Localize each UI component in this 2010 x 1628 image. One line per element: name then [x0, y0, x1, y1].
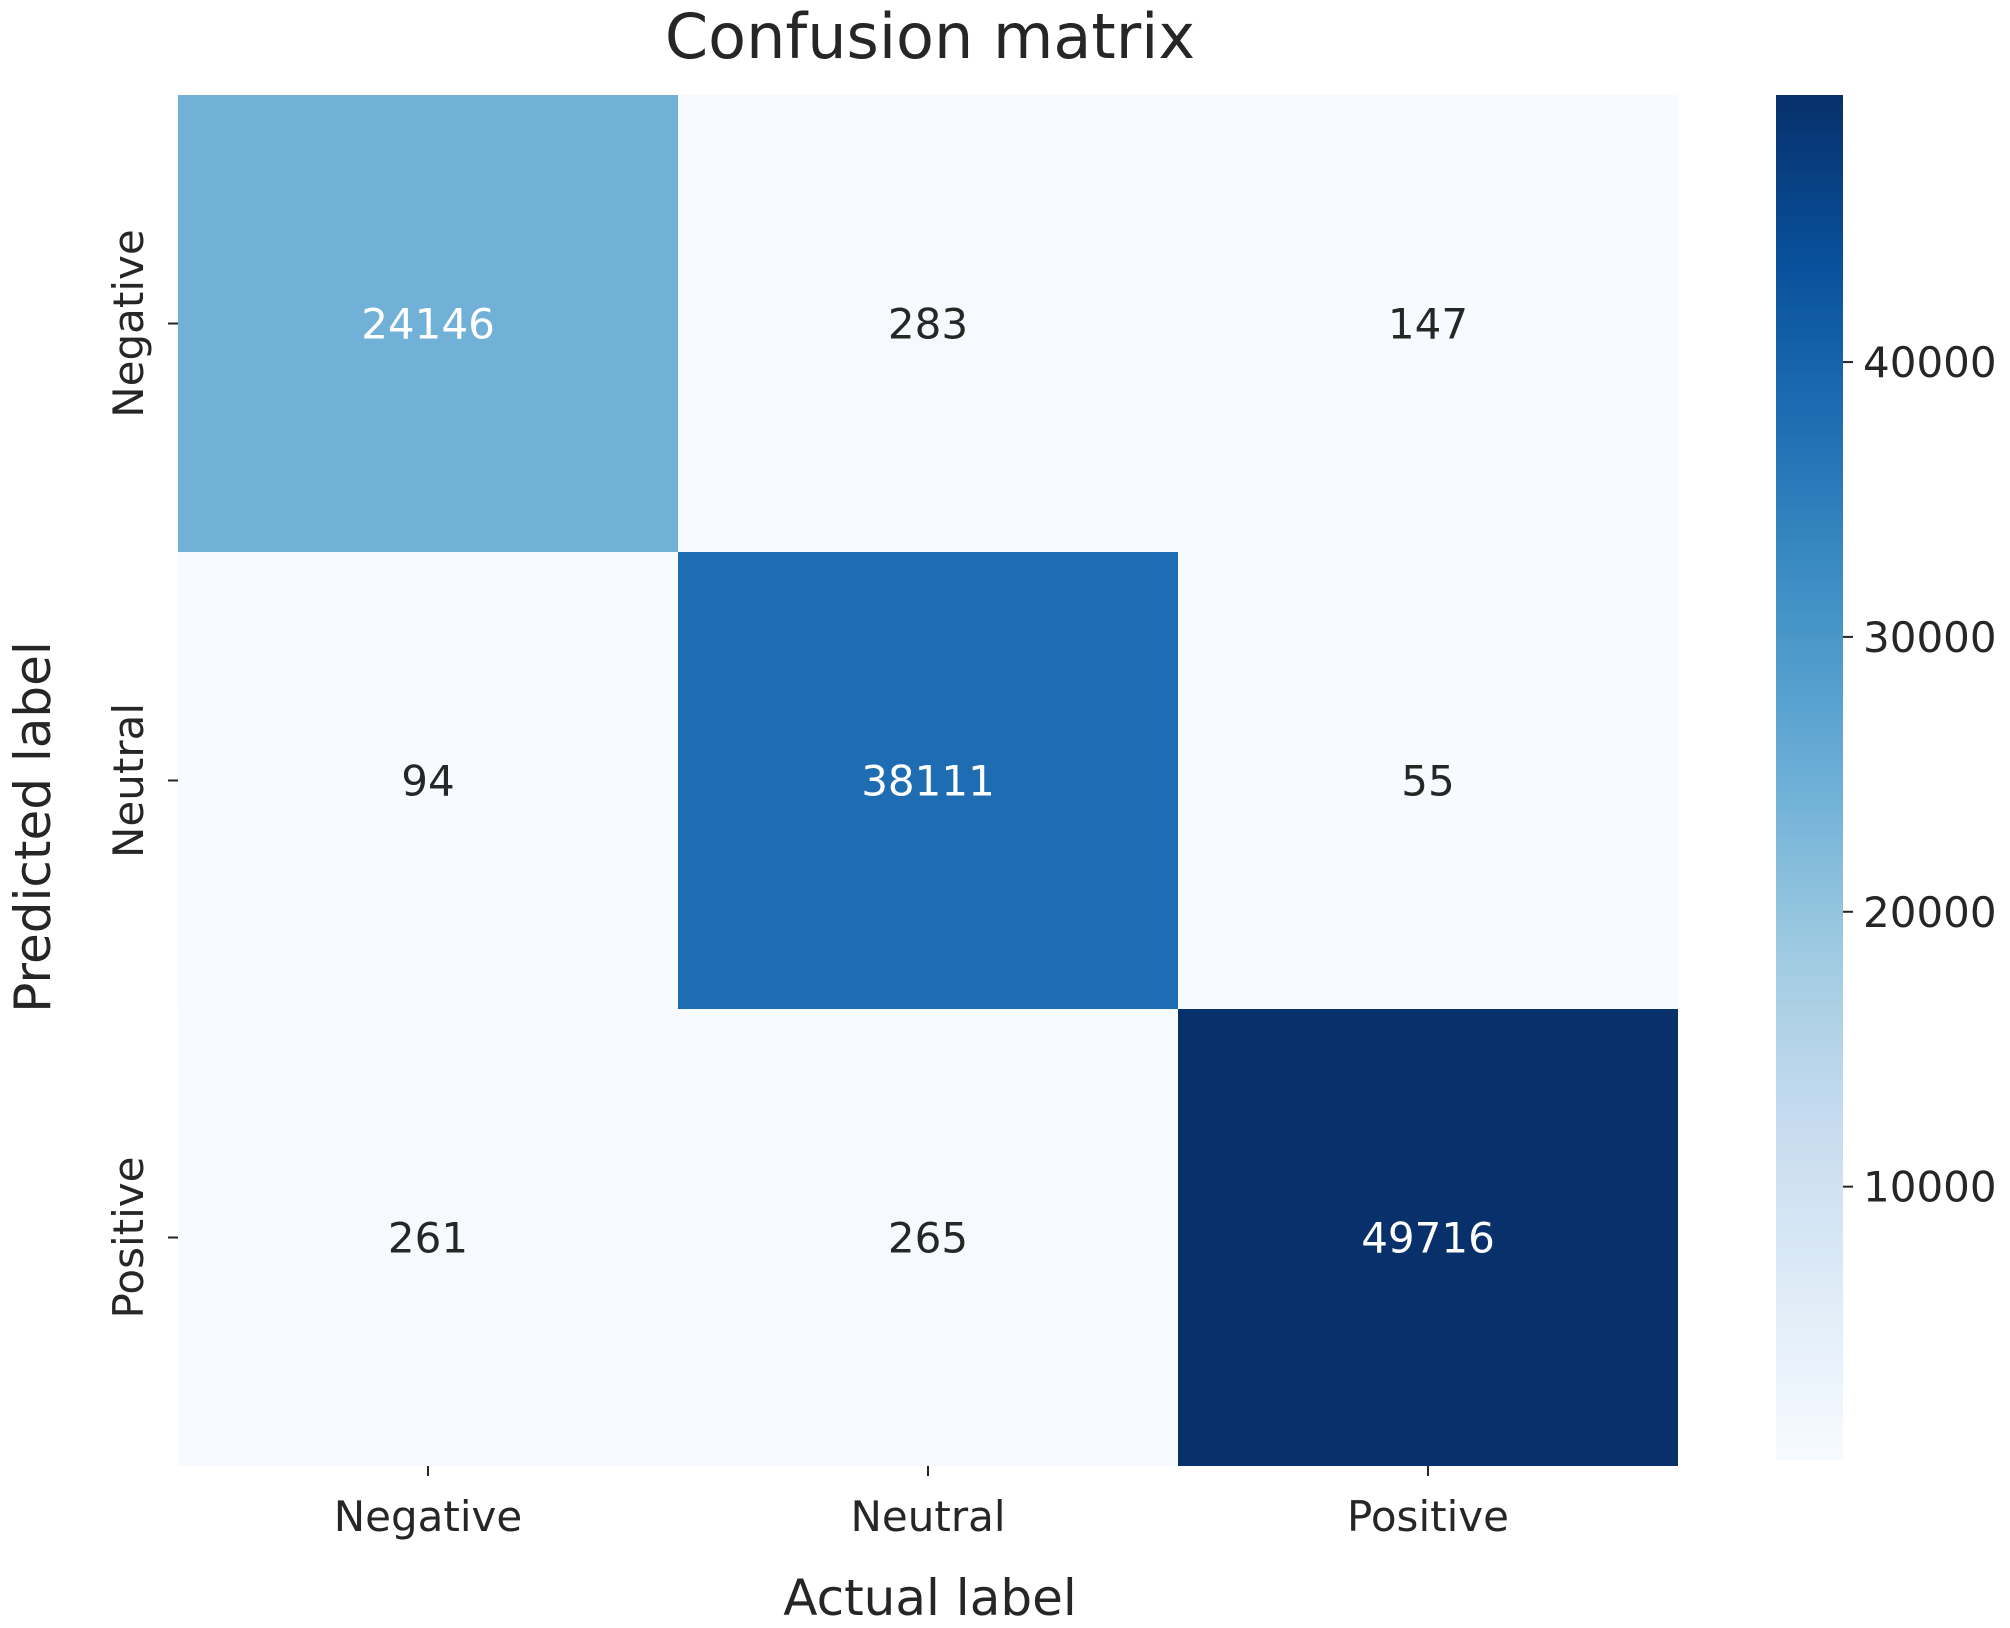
heatmap-cell-positive-negative: [178, 1009, 678, 1466]
cell-value-label: 265: [888, 1214, 968, 1263]
x-tick-label-positive: Positive: [1347, 1492, 1509, 1541]
heatmap-cell-neutral-neutral: [678, 552, 1178, 1009]
y-axis: Negative Neutral Positive: [104, 229, 178, 1318]
heatmap-cell-neutral-negative: [178, 552, 678, 1009]
cell-value-label: 55: [1401, 757, 1454, 806]
colorbar: [1776, 95, 1843, 1460]
y-axis-label: Predicted label: [4, 641, 62, 1013]
cell-value-label: 261: [388, 1214, 468, 1263]
heatmap-cells: [178, 95, 1678, 1466]
colorbar-tick-label: 40000: [1863, 338, 1997, 387]
x-axis: Negative Neutral Positive: [334, 1466, 1509, 1541]
cell-value-label: 24146: [361, 300, 495, 349]
colorbar-tick-label: 30000: [1863, 613, 1997, 662]
cell-value-label: 147: [1388, 300, 1468, 349]
x-tick-label-negative: Negative: [334, 1492, 523, 1541]
heatmap-cell-neutral-positive: [1178, 552, 1678, 1009]
cell-value-label: 283: [888, 300, 968, 349]
heatmap-cell-positive-positive: [1178, 1009, 1678, 1466]
colorbar-tick-label: 20000: [1863, 888, 1997, 937]
y-tick-label-positive: Positive: [104, 1157, 153, 1319]
chart-title: Confusion matrix: [665, 0, 1195, 73]
heatmap-cell-negative-neutral: [678, 95, 1178, 552]
heatmap-cell-negative-negative: [178, 95, 678, 552]
heatmap-cell-positive-neutral: [678, 1009, 1178, 1466]
cell-value-label: 38111: [861, 757, 995, 806]
colorbar-tick-label: 10000: [1863, 1163, 1997, 1212]
x-axis-label: Actual label: [783, 1569, 1076, 1627]
cell-value-label: 49716: [1361, 1214, 1495, 1263]
heatmap-cell-labels: 24146 283 147 94 38111 55 261 265 49716: [361, 300, 1495, 1263]
x-tick-label-neutral: Neutral: [850, 1492, 1005, 1541]
y-tick-label-neutral: Neutral: [104, 703, 153, 858]
y-tick-label-negative: Negative: [104, 229, 153, 418]
colorbar-ticks: 10000 20000 30000 40000: [1843, 338, 1997, 1212]
heatmap-cell-negative-positive: [1178, 95, 1678, 552]
cell-value-label: 94: [401, 757, 454, 806]
